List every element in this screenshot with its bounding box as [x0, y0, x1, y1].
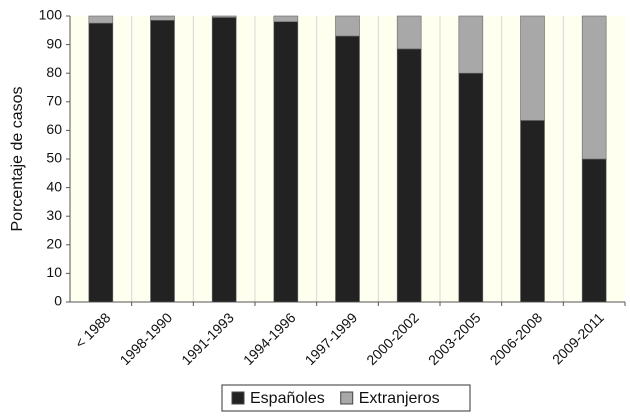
- bar-segment: [335, 15, 360, 37]
- legend-swatch: [231, 391, 245, 405]
- x-tick-label: 2000-2002: [363, 309, 422, 368]
- y-tick-label: 80: [46, 64, 62, 80]
- bar-segment: [581, 158, 607, 303]
- legend-swatch: [340, 391, 354, 405]
- bar-segment: [335, 35, 360, 303]
- bar-segment: [458, 15, 484, 74]
- bar-segment: [458, 72, 484, 303]
- x-tick-label: < 1988: [72, 309, 114, 351]
- y-tick-label: 20: [46, 236, 62, 252]
- x-tick-label: 1997-1999: [302, 309, 361, 368]
- y-tick-label: 100: [39, 7, 63, 23]
- x-tick-label: 2006-2008: [487, 309, 546, 368]
- x-tick-label: 1994-1996: [240, 309, 299, 368]
- bar-segment: [211, 15, 237, 18]
- y-tick-label: 70: [46, 93, 62, 109]
- bar-segment: [150, 15, 175, 21]
- y-tick-label: 0: [54, 293, 62, 309]
- y-tick-label: 10: [46, 264, 62, 280]
- y-tick-label: 50: [46, 150, 62, 166]
- y-tick-label: 40: [46, 178, 62, 194]
- bar-segment: [396, 15, 422, 50]
- y-tick-label: 30: [46, 207, 62, 223]
- bar-segment: [88, 22, 114, 303]
- x-tick-label: 1998-1990: [117, 309, 176, 368]
- x-tick-label: 2009-2011: [549, 309, 607, 367]
- bar-segment: [150, 19, 175, 303]
- y-axis-label: Porcentaje de casos: [9, 87, 26, 232]
- x-tick-label: 2003-2005: [425, 309, 484, 368]
- bar-segment: [520, 15, 545, 121]
- bar-segment: [581, 15, 607, 160]
- bar-segment: [396, 48, 422, 303]
- x-tick-label: 1991-1993: [178, 309, 237, 368]
- bar-segment: [273, 21, 299, 303]
- y-tick-label: 90: [46, 35, 62, 51]
- legend-label: Extranjeros: [359, 390, 440, 407]
- bar-segment: [88, 15, 114, 24]
- bar-segment: [520, 120, 545, 303]
- bar-segment: [211, 17, 237, 303]
- legend-label: Españoles: [250, 390, 325, 407]
- bar-segment: [273, 15, 299, 23]
- y-tick-label: 60: [46, 121, 62, 137]
